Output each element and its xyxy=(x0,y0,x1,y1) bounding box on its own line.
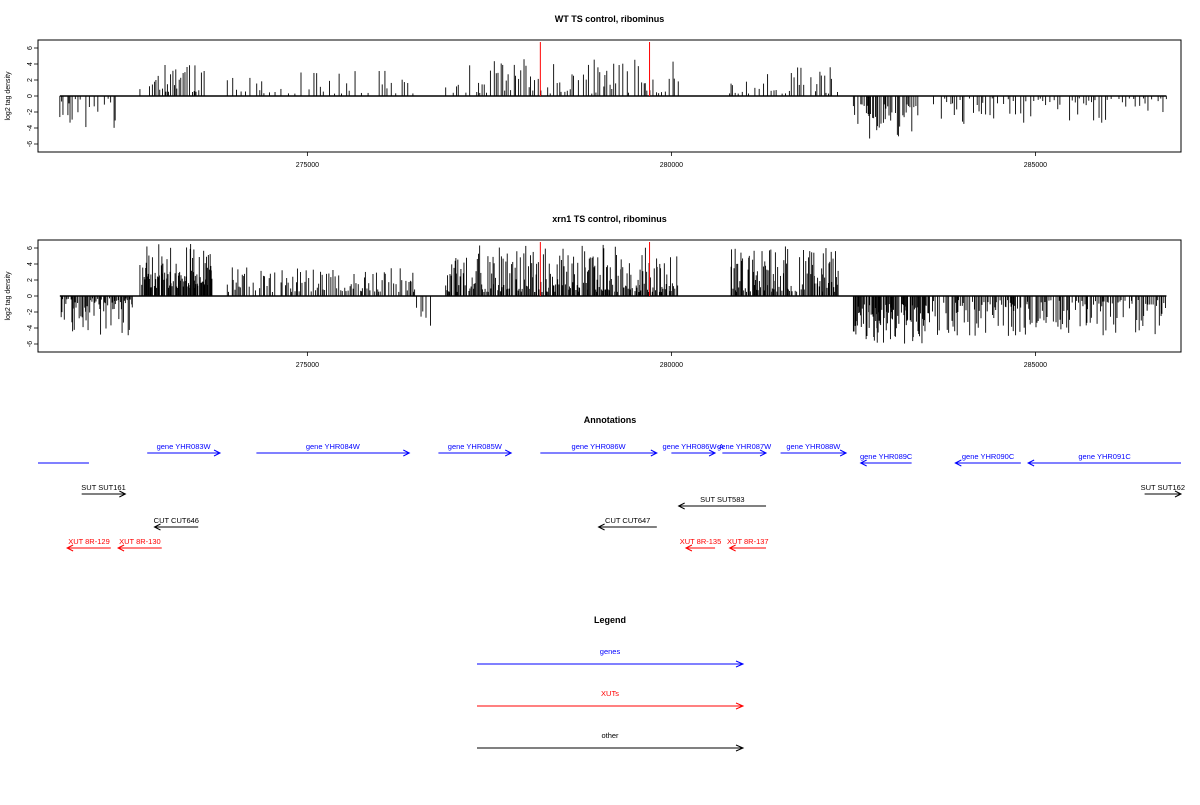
x-tick-label: 285000 xyxy=(1024,362,1047,369)
y-tick-label: -4 xyxy=(27,325,34,331)
x-tick-label: 285000 xyxy=(1024,162,1047,169)
x-tick-label: 275000 xyxy=(296,362,319,369)
arrow-head-left xyxy=(677,502,685,510)
y-tick-label: 0 xyxy=(27,294,34,298)
y-tick-label: -2 xyxy=(27,109,34,115)
feature-label: gene YHR084W xyxy=(306,442,361,451)
arrow-head-left xyxy=(1026,459,1035,467)
arrow-head-left xyxy=(859,459,867,467)
legend-item-label: genes xyxy=(600,647,621,656)
feature-label: gene YHR086W xyxy=(572,442,627,451)
feature-label: gene YHR087W xyxy=(717,442,772,451)
feature-label: gene YHR085W xyxy=(448,442,503,451)
density-bars xyxy=(59,59,1167,139)
y-axis-label: log2 tag density xyxy=(5,271,12,321)
feature-label: gene YHR090C xyxy=(962,452,1015,461)
panel-wt: WT TS control, ribominus log2 tag density… xyxy=(5,14,1182,169)
arrow-head-right xyxy=(1174,490,1183,498)
annotations-title: Annotations xyxy=(584,415,637,425)
feature-label: gene YHR088W xyxy=(786,442,841,451)
feature-label: CUT CUT646 xyxy=(154,516,199,525)
arrow-head-right xyxy=(708,449,717,457)
feature-label: SUT SUT583 xyxy=(700,495,744,504)
feature-label: SUT SUT161 xyxy=(81,483,125,492)
arrow-head-left xyxy=(597,523,605,531)
legend-panel: Legend genes XUTs other xyxy=(477,615,745,752)
y-tick-label: 6 xyxy=(27,46,34,50)
feature-label: XUT 8R-130 xyxy=(119,537,161,546)
legend-arrow-head xyxy=(735,744,745,752)
feature-label: CUT CUT647 xyxy=(605,516,650,525)
x-tick-label: 275000 xyxy=(296,162,319,169)
x-tick-label: 280000 xyxy=(660,362,683,369)
arrow-head-right xyxy=(213,449,222,457)
y-axis-label: log2 tag density xyxy=(5,71,12,121)
legend-arrow-head xyxy=(735,702,745,710)
arrow-head-left xyxy=(728,544,736,552)
feature-label: XUT 8R-135 xyxy=(680,537,722,546)
legend-title: Legend xyxy=(594,615,626,625)
arrow-head-right xyxy=(504,449,513,457)
y-tick-label: 4 xyxy=(27,62,34,66)
arrow-head-right xyxy=(119,490,127,498)
arrow-head-right xyxy=(650,449,658,457)
y-tick-label: -2 xyxy=(27,309,34,315)
feature-label: gene YHR086W-A xyxy=(663,442,724,451)
arrow-head-right xyxy=(403,449,411,457)
feature-label: gene YHR089C xyxy=(860,452,913,461)
arrow-head-right xyxy=(759,449,768,457)
arrow-head-right xyxy=(839,449,848,457)
arrow-head-left xyxy=(116,544,125,552)
y-tick-label: 2 xyxy=(27,78,34,82)
arrow-head-left xyxy=(954,459,962,467)
y-tick-label: 4 xyxy=(27,262,34,266)
legend-item-label: other xyxy=(601,731,619,740)
arrow-head-left xyxy=(684,544,693,552)
y-tick-label: 0 xyxy=(27,94,34,98)
feature-label: gene YHR083W xyxy=(157,442,212,451)
y-tick-label: 6 xyxy=(27,246,34,250)
y-tick-label: -6 xyxy=(27,141,34,147)
annotations-panel: Annotations gene YHR083W gene YHR084W gene … xyxy=(38,415,1185,552)
chart-title: WT TS control, ribominus xyxy=(555,14,665,24)
feature-label: XUT 8R-137 xyxy=(727,537,769,546)
y-tick-label: 2 xyxy=(27,278,34,282)
arrow-head-left xyxy=(153,523,161,531)
chart-title: xrn1 TS control, ribominus xyxy=(552,214,667,224)
legend-arrow-head xyxy=(735,660,745,668)
y-tick-label: -6 xyxy=(27,341,34,347)
feature-label: XUT 8R-129 xyxy=(68,537,110,546)
x-tick-label: 280000 xyxy=(660,162,683,169)
panel-xrn1: xrn1 TS control, ribominus log2 tag densi… xyxy=(5,214,1182,369)
legend-item-label: XUTs xyxy=(601,689,619,698)
density-bars xyxy=(60,244,1166,344)
feature-label: SUT SUT162 xyxy=(1141,483,1185,492)
arrow-head-left xyxy=(66,544,74,552)
y-tick-label: -4 xyxy=(27,125,34,131)
feature-label: gene YHR091C xyxy=(1078,452,1131,461)
